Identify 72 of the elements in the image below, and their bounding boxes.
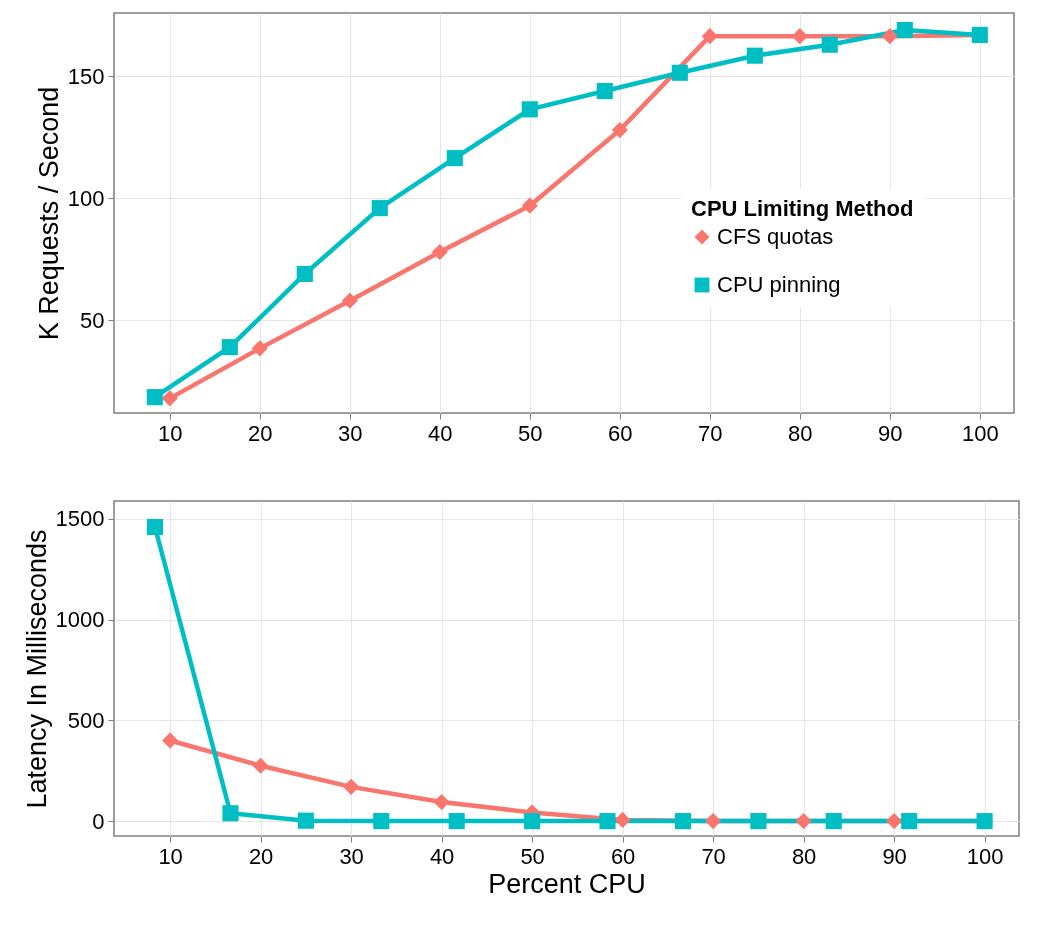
y-tick-label: 1000	[55, 607, 105, 633]
x-tick-label: 70	[701, 843, 726, 869]
x-tick-label: 50	[518, 420, 543, 446]
x-tick-label: 100	[961, 420, 999, 446]
point	[431, 243, 448, 261]
x-tick-label: 90	[882, 843, 907, 869]
y-tick-label: 500	[67, 707, 105, 733]
point	[341, 292, 358, 309]
x-tick-label: 70	[698, 420, 723, 446]
x-tick-label: 30	[339, 843, 364, 869]
point	[221, 339, 238, 356]
point	[611, 122, 628, 139]
point	[373, 813, 390, 830]
legend-title: CPU Limiting Method	[691, 196, 914, 221]
point	[252, 757, 269, 774]
point	[674, 813, 692, 830]
x-tick-label: 10	[158, 420, 183, 446]
x-tick-label: 80	[788, 420, 813, 446]
point	[791, 28, 808, 45]
point	[446, 150, 463, 167]
y-tick-label: 150	[67, 63, 105, 89]
point	[886, 813, 903, 830]
point	[161, 390, 178, 407]
x-tick-label: 40	[428, 420, 453, 446]
y-axis-title: Latency In Milliseconds	[21, 529, 52, 809]
point	[901, 813, 918, 830]
point	[746, 47, 763, 64]
point	[795, 813, 812, 830]
point	[297, 812, 314, 829]
point	[701, 28, 718, 45]
x-tick-label: 30	[338, 420, 363, 446]
x-tick-label: 20	[248, 843, 274, 869]
x-tick-label: 50	[520, 843, 545, 869]
x-tick-label: 100	[966, 843, 1004, 869]
point	[343, 778, 360, 795]
x-tick-label: 60	[610, 843, 636, 869]
y-tick-label: 50	[80, 307, 105, 333]
point	[596, 82, 613, 100]
point	[521, 197, 538, 214]
y-tick-label: 0	[92, 808, 105, 834]
point	[146, 518, 164, 536]
point	[614, 811, 631, 828]
point	[251, 340, 268, 357]
point	[671, 64, 688, 81]
x-axis-title: Percent CPU	[488, 868, 646, 899]
legend-label: CPU pinning	[717, 272, 841, 297]
x-tick-label: 60	[608, 420, 633, 446]
y-tick-label: 100	[67, 185, 105, 211]
point	[524, 813, 541, 830]
point	[162, 732, 179, 749]
point	[825, 813, 842, 830]
point	[433, 793, 450, 811]
point	[521, 101, 538, 118]
x-tick-label: 40	[429, 843, 455, 869]
y-axis-title: K Requests / Second	[33, 86, 64, 341]
point	[896, 22, 913, 39]
x-tick-label: 80	[791, 843, 817, 869]
x-tick-label: 20	[248, 420, 273, 446]
x-tick-label: 10	[158, 843, 183, 869]
point	[448, 813, 465, 830]
point	[371, 200, 388, 217]
point	[821, 36, 838, 53]
point	[599, 813, 616, 830]
point	[146, 389, 163, 406]
point	[705, 813, 722, 830]
x-tick-label: 90	[878, 420, 903, 446]
point	[296, 265, 313, 283]
legend-label: CFS quotas	[717, 224, 834, 249]
y-tick-label: 1500	[55, 506, 105, 532]
point	[881, 28, 898, 45]
point	[750, 813, 767, 830]
point	[222, 805, 239, 822]
